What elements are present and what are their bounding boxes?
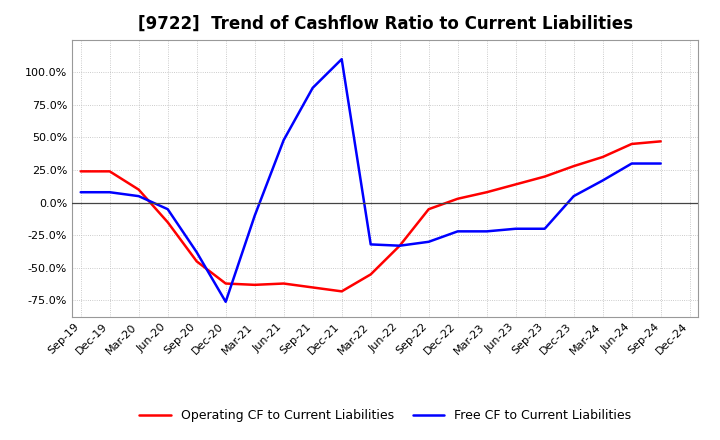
Free CF to Current Liabilities xyxy=(366,242,375,247)
Operating CF to Current Liabilities xyxy=(251,282,259,287)
Operating CF to Current Liabilities xyxy=(511,182,520,187)
Operating CF to Current Liabilities xyxy=(541,174,549,179)
Free CF to Current Liabilities xyxy=(251,213,259,218)
Operating CF to Current Liabilities xyxy=(221,281,230,286)
Operating CF to Current Liabilities xyxy=(192,259,201,264)
Operating CF to Current Liabilities xyxy=(76,169,85,174)
Free CF to Current Liabilities xyxy=(163,206,172,212)
Free CF to Current Liabilities xyxy=(657,161,665,166)
Legend: Operating CF to Current Liabilities, Free CF to Current Liabilities: Operating CF to Current Liabilities, Fre… xyxy=(135,404,636,427)
Operating CF to Current Liabilities xyxy=(598,154,607,160)
Operating CF to Current Liabilities xyxy=(366,272,375,277)
Free CF to Current Liabilities xyxy=(76,190,85,195)
Free CF to Current Liabilities xyxy=(192,249,201,255)
Free CF to Current Liabilities xyxy=(598,178,607,183)
Free CF to Current Liabilities xyxy=(308,85,317,91)
Free CF to Current Liabilities xyxy=(570,194,578,199)
Operating CF to Current Liabilities xyxy=(454,196,462,202)
Operating CF to Current Liabilities xyxy=(308,285,317,290)
Free CF to Current Liabilities xyxy=(454,229,462,234)
Line: Operating CF to Current Liabilities: Operating CF to Current Liabilities xyxy=(81,141,661,291)
Free CF to Current Liabilities xyxy=(338,56,346,62)
Line: Free CF to Current Liabilities: Free CF to Current Liabilities xyxy=(81,59,661,302)
Free CF to Current Liabilities xyxy=(279,137,288,143)
Operating CF to Current Liabilities xyxy=(135,187,143,192)
Operating CF to Current Liabilities xyxy=(570,164,578,169)
Free CF to Current Liabilities xyxy=(482,229,491,234)
Operating CF to Current Liabilities xyxy=(657,139,665,144)
Operating CF to Current Liabilities xyxy=(279,281,288,286)
Free CF to Current Liabilities xyxy=(135,194,143,199)
Free CF to Current Liabilities xyxy=(541,226,549,231)
Operating CF to Current Liabilities xyxy=(395,243,404,248)
Title: [9722]  Trend of Cashflow Ratio to Current Liabilities: [9722] Trend of Cashflow Ratio to Curren… xyxy=(138,15,633,33)
Operating CF to Current Liabilities xyxy=(627,141,636,147)
Operating CF to Current Liabilities xyxy=(163,220,172,225)
Operating CF to Current Liabilities xyxy=(105,169,114,174)
Free CF to Current Liabilities xyxy=(627,161,636,166)
Free CF to Current Liabilities xyxy=(511,226,520,231)
Free CF to Current Liabilities xyxy=(424,239,433,245)
Free CF to Current Liabilities xyxy=(105,190,114,195)
Operating CF to Current Liabilities xyxy=(424,206,433,212)
Free CF to Current Liabilities xyxy=(395,243,404,248)
Free CF to Current Liabilities xyxy=(221,299,230,304)
Operating CF to Current Liabilities xyxy=(482,190,491,195)
Operating CF to Current Liabilities xyxy=(338,289,346,294)
